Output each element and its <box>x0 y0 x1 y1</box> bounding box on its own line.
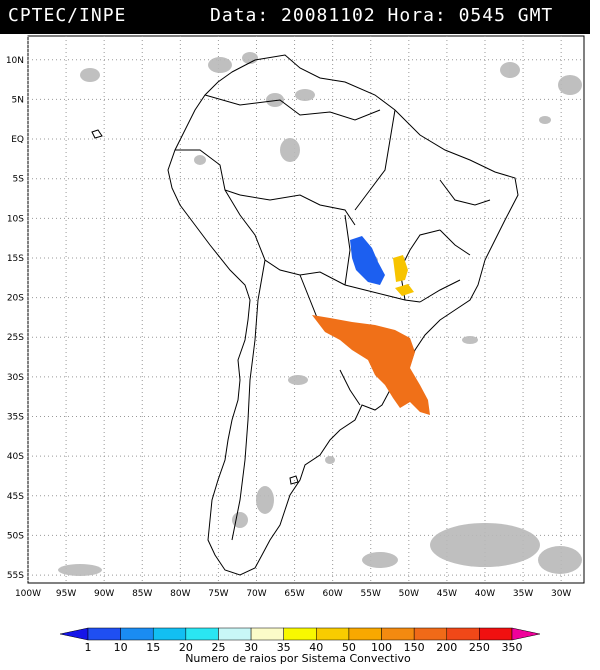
lat-label: 45S <box>7 492 24 502</box>
colorbar-segment <box>152 627 187 641</box>
coastline-borders <box>91 54 519 576</box>
colorbar-segment <box>250 627 284 641</box>
lat-label: 10S <box>7 214 24 224</box>
lat-label: 55S <box>7 571 24 581</box>
lon-label: 70W <box>246 589 266 599</box>
lightning-cluster-orange <box>312 315 430 415</box>
colorbar-tick-label: 100 <box>371 641 392 654</box>
colorbar-left-arrow <box>59 627 89 641</box>
lon-label: 95W <box>56 589 76 599</box>
lon-label: 40W <box>475 589 495 599</box>
lat-label: 50S <box>7 531 24 541</box>
lon-label: 65W <box>284 589 304 599</box>
lat-label: 25S <box>7 333 24 343</box>
colorbar-tick-label: 250 <box>469 641 490 654</box>
colorbar-segment <box>381 627 415 641</box>
colorbar-tick-label: 200 <box>436 641 457 654</box>
colorbar-tick-label: 30 <box>244 641 258 654</box>
colorbar-tick-label: 20 <box>179 641 193 654</box>
colorbar-tick-label: 15 <box>146 641 160 654</box>
lon-label: 80W <box>170 589 190 599</box>
lon-label: 35W <box>513 589 533 599</box>
lon-label: 50W <box>399 589 419 599</box>
colorbar-tick-label: 350 <box>502 641 523 654</box>
colorbar-title: Numero de raios por Sistema Convectivo <box>185 652 411 665</box>
latitude-labels: 10N 5N EQ 5S 10S 15S 20S 25S 30S 35S 40S 45S 50S 55S <box>6 56 24 581</box>
colorbar-segment <box>479 627 513 641</box>
lat-label: 20S <box>7 294 24 304</box>
lat-label: 10N <box>6 56 24 66</box>
colorbar-right-arrow <box>511 627 541 641</box>
lightning-cluster-yellow <box>393 255 414 296</box>
colorbar-segment <box>87 627 121 641</box>
lat-label: 15S <box>7 254 24 264</box>
header-source: CPTEC/INPE <box>8 5 127 26</box>
lightning-cluster-blue <box>350 236 385 285</box>
lat-label: 5S <box>13 175 25 185</box>
map-frame <box>27 35 585 584</box>
colorbar-tick-label: 35 <box>277 641 291 654</box>
colorbar-segment <box>413 627 448 641</box>
longitude-labels: 100W 95W 90W 85W 80W 75W 70W 65W 60W 55W 50W 45W 40W… <box>15 589 571 599</box>
lon-label: 90W <box>94 589 114 599</box>
graticule <box>27 36 584 583</box>
colorbar-segment <box>185 627 219 641</box>
lon-label: 55W <box>361 589 381 599</box>
header-info: Data: 20081102 Hora: 0545 GMT <box>210 5 554 26</box>
lon-label: 75W <box>208 589 228 599</box>
lat-label: 40S <box>7 452 24 462</box>
lon-label: 60W <box>322 589 342 599</box>
cloud-imagery <box>58 52 582 576</box>
colorbar-segment <box>316 627 350 641</box>
colorbar-segment <box>218 627 252 641</box>
colorbar: 1 10 15 20 25 30 35 40 50 100 150 200 250 350 <box>59 627 541 654</box>
lat-label: EQ <box>11 135 24 145</box>
colorbar-tick-label: 50 <box>342 641 356 654</box>
colorbar-tick-label: 10 <box>114 641 128 654</box>
lat-label: 5N <box>12 95 24 105</box>
colorbar-segment <box>283 627 317 641</box>
lat-label: 35S <box>7 413 24 423</box>
lon-label: 30W <box>551 589 571 599</box>
lon-label: 100W <box>15 589 41 599</box>
colorbar-segment <box>348 627 382 641</box>
colorbar-tick-label: 25 <box>211 641 225 654</box>
colorbar-tick-label: 40 <box>309 641 323 654</box>
colorbar-tick-label: 1 <box>85 641 92 654</box>
lon-label: 45W <box>437 589 457 599</box>
lat-label: 30S <box>7 373 24 383</box>
colorbar-segment <box>120 627 154 641</box>
colorbar-segment <box>446 627 480 641</box>
colorbar-tick-label: 150 <box>404 641 425 654</box>
lon-label: 85W <box>132 589 152 599</box>
map-header: CPTEC/INPE Data: 20081102 Hora: 0545 GMT <box>0 0 590 34</box>
